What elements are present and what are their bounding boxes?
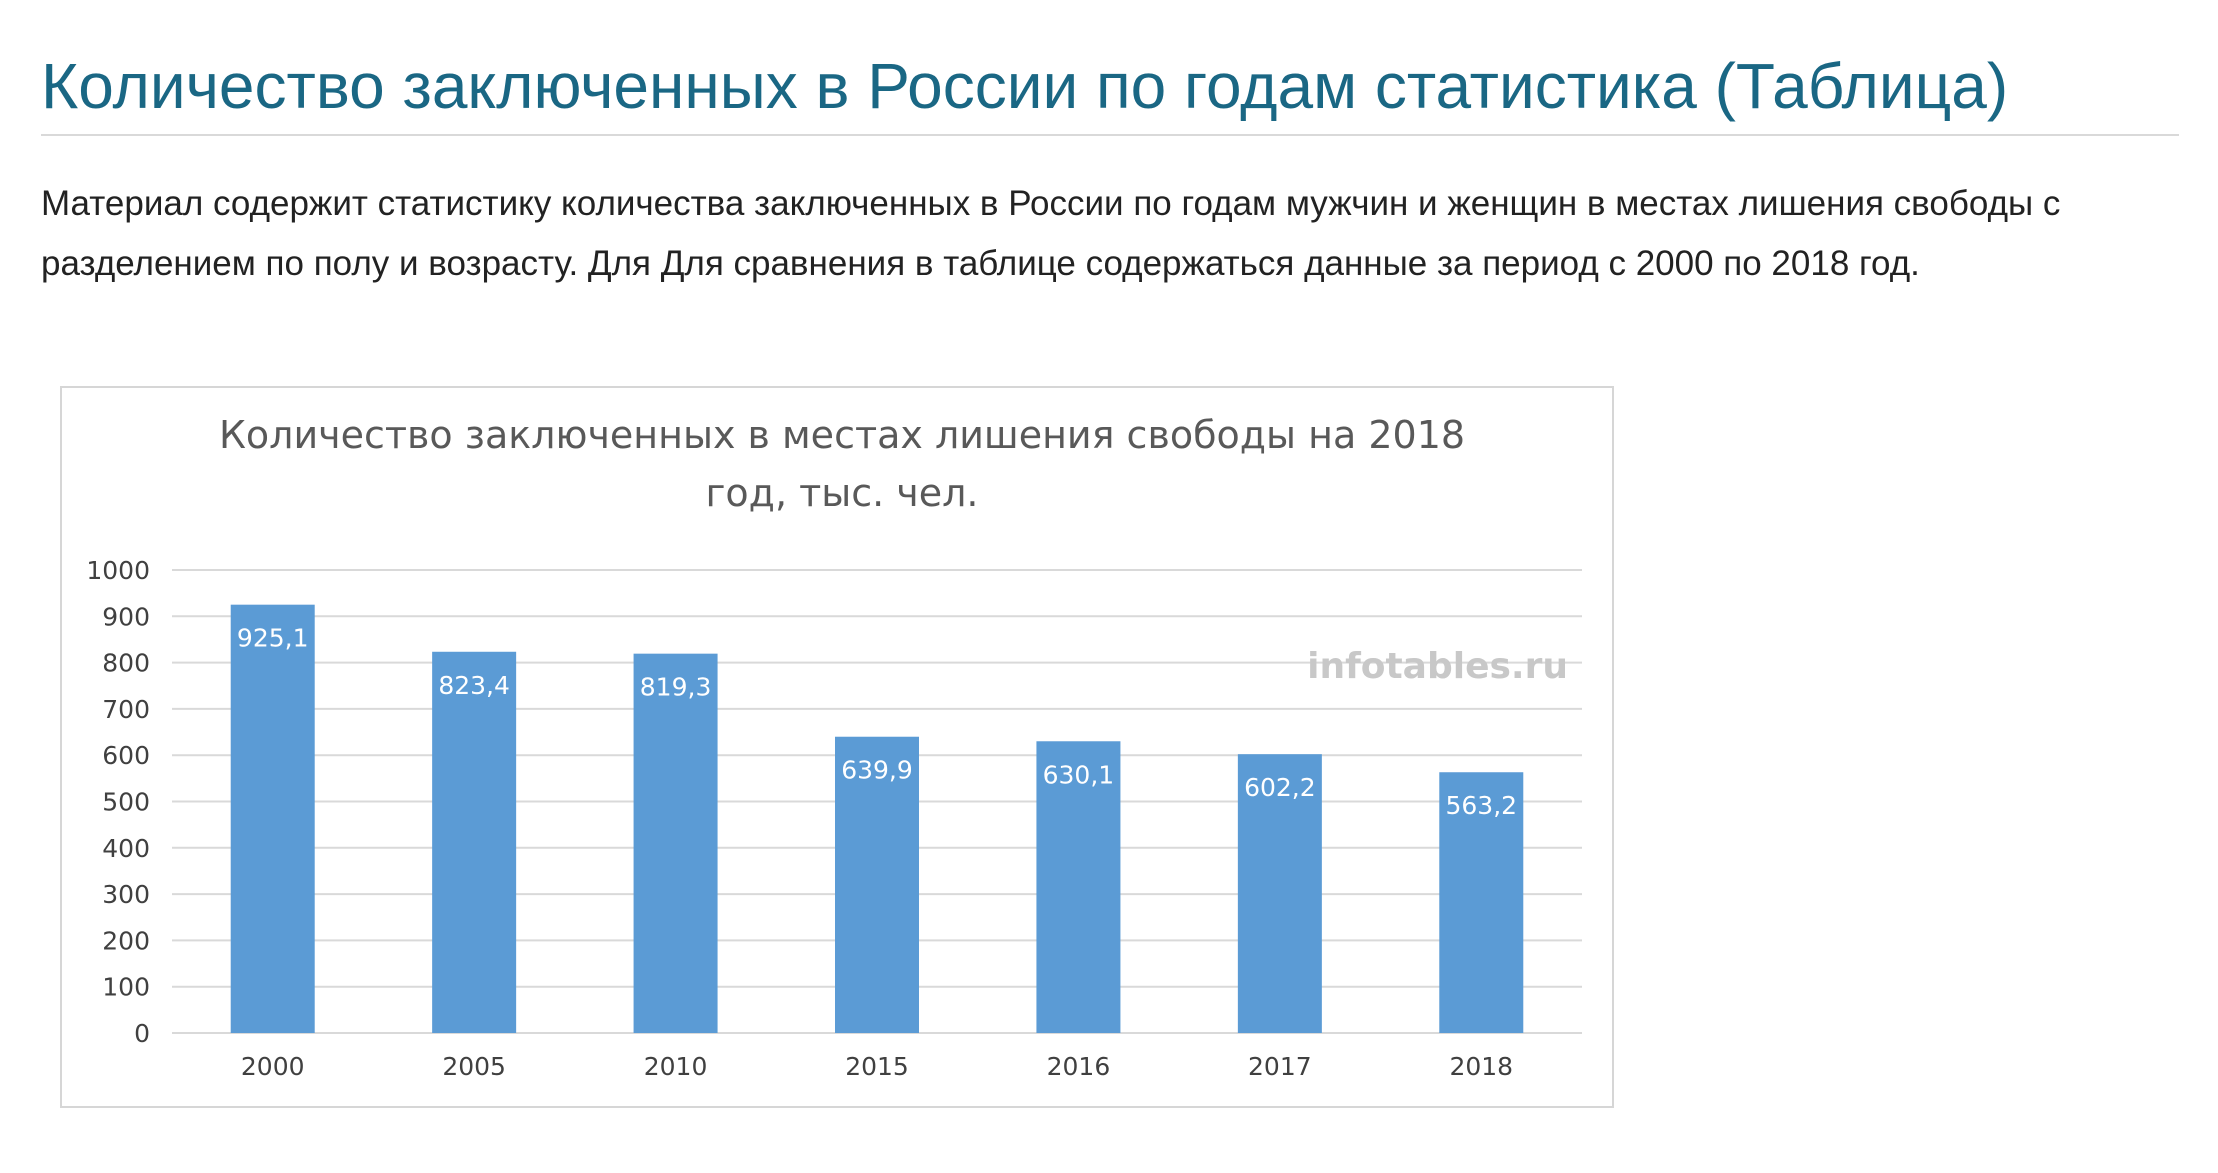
bar-chart: Количество заключенных в местах лишения … — [86, 413, 1582, 1081]
data-label-2018: 563,2 — [1445, 791, 1517, 820]
bar-2017 — [1237, 754, 1322, 1033]
y-tick-label: 400 — [102, 834, 150, 863]
watermark-text: infotables.ru — [1307, 646, 1568, 687]
y-tick-label: 200 — [102, 926, 150, 955]
x-tick-label-2018: 2018 — [1449, 1052, 1513, 1081]
y-tick-label: 1000 — [86, 556, 150, 585]
x-tick-label-2005: 2005 — [442, 1052, 506, 1081]
page-title: Количество заключенных в России по годам… — [41, 50, 2009, 122]
y-tick-label: 700 — [102, 695, 150, 724]
article: Количество заключенных в России по годам… — [41, 0, 2179, 294]
bar-2005 — [432, 651, 517, 1033]
x-tick-label-2010: 2010 — [644, 1052, 708, 1081]
intro-paragraph: Материал содержит статистику количества … — [41, 184, 2061, 283]
bar-2015 — [835, 736, 919, 1033]
data-label-2010: 819,3 — [640, 673, 712, 702]
x-tick-label-2017: 2017 — [1248, 1052, 1312, 1081]
data-label-2017: 602,2 — [1244, 773, 1316, 802]
data-label-2000: 925,1 — [237, 624, 309, 653]
bar-2000 — [230, 604, 315, 1033]
x-tick-label-2015: 2015 — [845, 1052, 909, 1081]
chart-title: Количество заключенных в местах лишения … — [219, 413, 1465, 515]
chart-image: Количество заключенных в местах лишения … — [60, 386, 1614, 1108]
y-tick-label: 500 — [102, 788, 150, 817]
bar-2010 — [633, 653, 718, 1033]
y-tick-label: 900 — [102, 602, 150, 631]
data-labels: 925,1 823,4 819,3 639,9 630,1 602,2 563,2 — [237, 624, 1517, 821]
y-tick-label: 800 — [102, 649, 150, 678]
bars — [230, 604, 1524, 1033]
data-label-2005: 823,4 — [438, 671, 510, 700]
y-tick-label: 600 — [102, 741, 150, 770]
x-axis-ticks: 2000 2005 2010 2015 2016 2017 2018 — [241, 1052, 1513, 1081]
y-tick-label: 100 — [102, 973, 150, 1002]
chart-title-line-2: год, тыс. чел. — [705, 471, 978, 515]
x-tick-label-2000: 2000 — [241, 1052, 305, 1081]
bar-2018 — [1439, 772, 1524, 1033]
chart-title-line-1: Количество заключенных в местах лишения … — [219, 413, 1465, 457]
x-tick-label-2016: 2016 — [1047, 1052, 1111, 1081]
y-tick-label: 0 — [134, 1019, 150, 1048]
title-divider — [41, 134, 2179, 136]
y-tick-label: 300 — [102, 880, 150, 909]
bar-2016 — [1036, 741, 1121, 1033]
data-label-2015: 639,9 — [841, 756, 913, 785]
data-label-2016: 630,1 — [1043, 760, 1115, 789]
y-axis-ticks: 0 100 200 300 400 500 600 700 800 900 1000 — [86, 556, 150, 1048]
